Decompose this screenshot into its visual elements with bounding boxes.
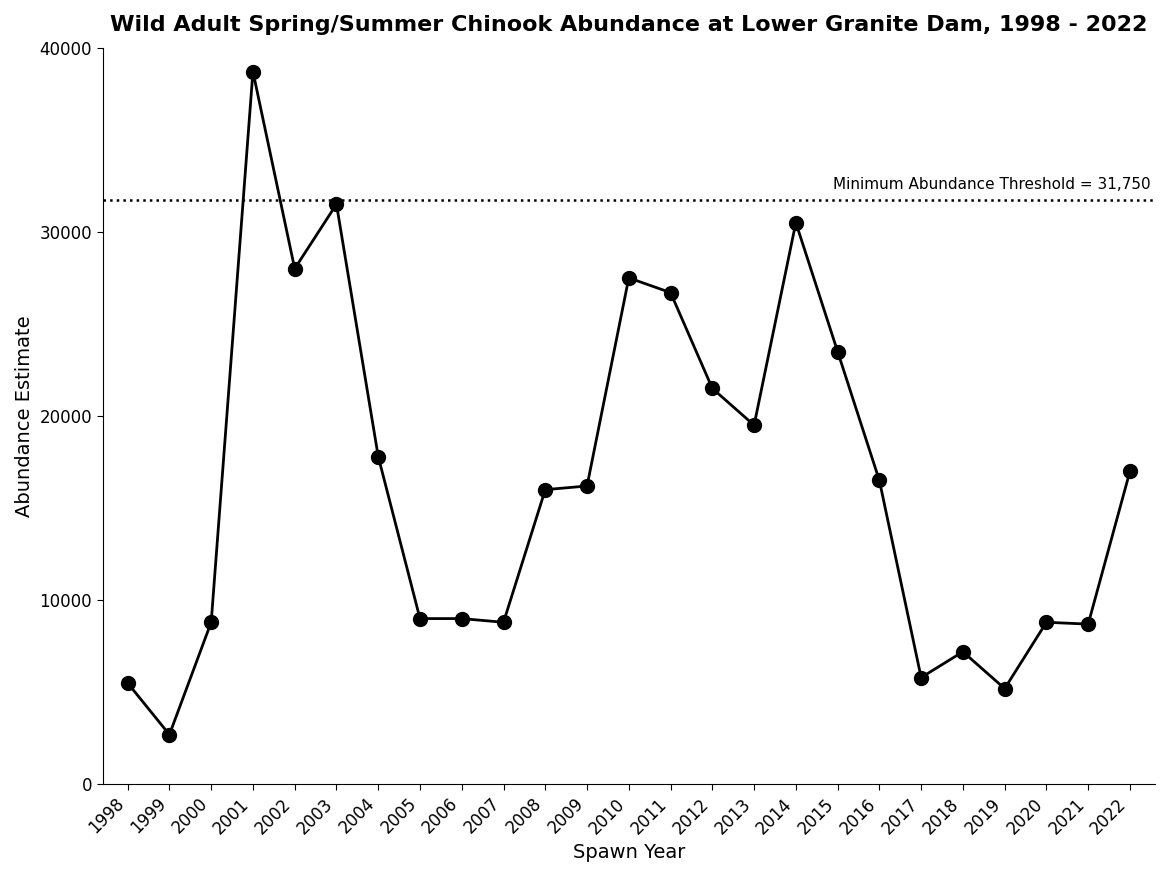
X-axis label: Spawn Year: Spawn Year	[572, 843, 684, 862]
Title: Wild Adult Spring/Summer Chinook Abundance at Lower Granite Dam, 1998 - 2022: Wild Adult Spring/Summer Chinook Abundan…	[110, 15, 1148, 35]
Text: Minimum Abundance Threshold = 31,750: Minimum Abundance Threshold = 31,750	[833, 177, 1151, 192]
Y-axis label: Abundance Estimate: Abundance Estimate	[15, 315, 34, 517]
